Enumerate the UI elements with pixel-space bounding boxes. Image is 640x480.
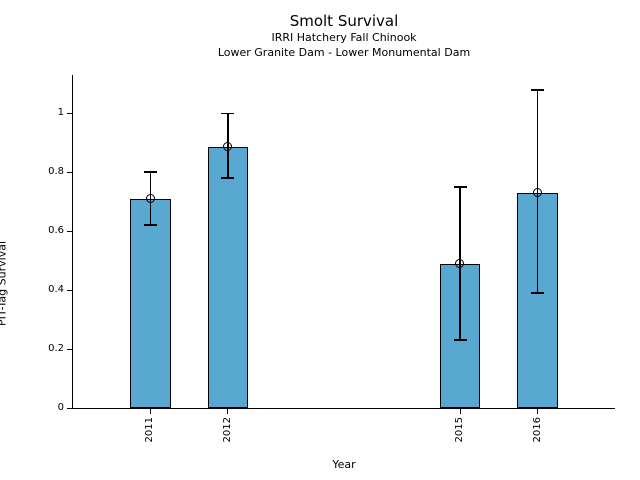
title-block: Smolt Survival IRRI Hatchery Fall Chinoo… (73, 12, 615, 60)
x-axis-label: Year (332, 458, 356, 471)
data-point-marker (532, 187, 542, 197)
x-tick-mark (227, 409, 229, 414)
y-tick-label: 0 (57, 402, 64, 413)
x-tick-label: 2015 (454, 417, 466, 443)
x-tick-mark (537, 409, 539, 414)
plot-area (67, 75, 615, 414)
x-tick-label: 2012 (221, 417, 233, 443)
x-tick-label: 2016 (531, 417, 543, 443)
data-point-marker (222, 142, 232, 152)
x-tick-mark (149, 409, 151, 414)
error-bar-cap (143, 224, 157, 227)
bar-2012 (207, 147, 248, 408)
x-tick-mark (459, 409, 461, 414)
chart-title: Smolt Survival (289, 12, 399, 30)
y-tick-label: 0.2 (48, 343, 64, 355)
y-axis-label: PIT-Tag Survival (0, 241, 9, 327)
y-tick-mark (67, 112, 72, 114)
data-point-marker (145, 193, 155, 203)
y-tick-label: 0.4 (48, 284, 64, 296)
y-tick-mark (67, 289, 72, 291)
data-point-marker (455, 258, 465, 268)
y-tick-mark (67, 348, 72, 350)
error-bar-cap (221, 112, 235, 115)
chart-subtitle-line1: IRRI Hatchery Fall Chinook (271, 31, 417, 44)
error-bar-cap (453, 186, 467, 188)
chart-subtitle-line2: Lower Granite Dam - Lower Monumental Dam (217, 46, 471, 59)
error-bar-cap (531, 88, 545, 91)
y-tick-mark (67, 230, 72, 232)
bar-2011 (130, 198, 171, 408)
y-tick-label: 1 (57, 107, 64, 119)
y-tick-label: 0.6 (48, 225, 64, 237)
x-tick-label: 2011 (144, 417, 156, 443)
y-tick-mark (67, 171, 72, 173)
error-bar-cap (221, 177, 235, 179)
error-bar-cap (531, 292, 545, 294)
error-bar-cap (453, 339, 467, 341)
error-bar-cap (143, 171, 157, 174)
y-tick-label: 0.8 (48, 166, 64, 178)
y-tick-mark (67, 407, 72, 409)
